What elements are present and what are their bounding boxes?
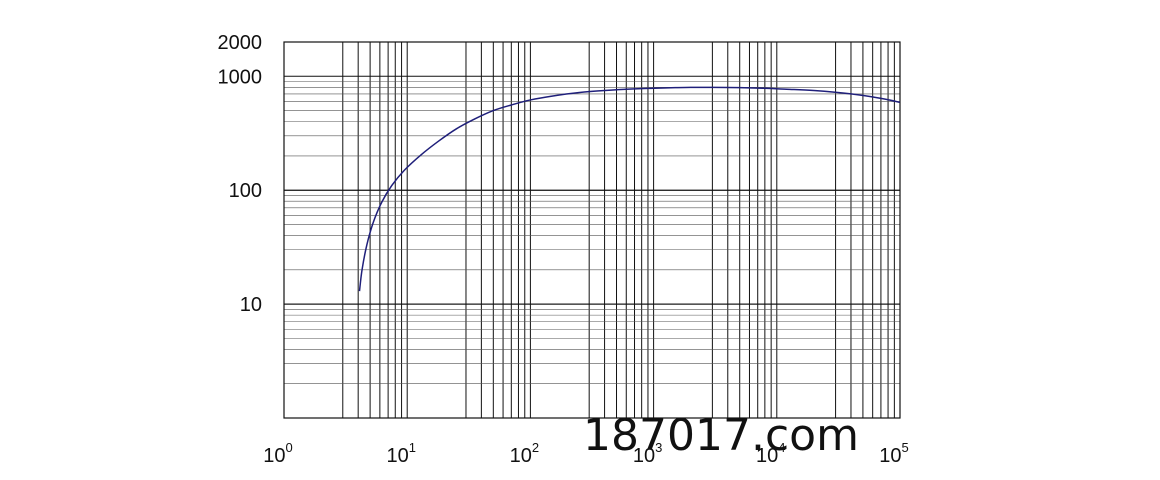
y-tick-label: 1000	[218, 66, 263, 88]
x-tick-label: 101	[386, 440, 415, 467]
y-tick-label: 10	[240, 294, 262, 316]
tick-labels: 2000 1000 100 10 100 101 102 103 104 105	[218, 32, 909, 467]
x-tick-label: 102	[510, 440, 539, 467]
y-tick-label: 100	[229, 180, 262, 202]
watermark-text: 187017.com	[583, 410, 859, 461]
x-tick-label: 105	[879, 440, 908, 467]
x-tick-label: 103	[633, 440, 662, 467]
plot-border	[283, 41, 901, 419]
x-tick-label: 100	[263, 440, 292, 467]
x-tick-label: 104	[756, 440, 785, 467]
grid	[283, 41, 901, 419]
series-line	[358, 86, 901, 292]
series	[358, 86, 901, 292]
y-tick-label: 2000	[218, 32, 263, 54]
